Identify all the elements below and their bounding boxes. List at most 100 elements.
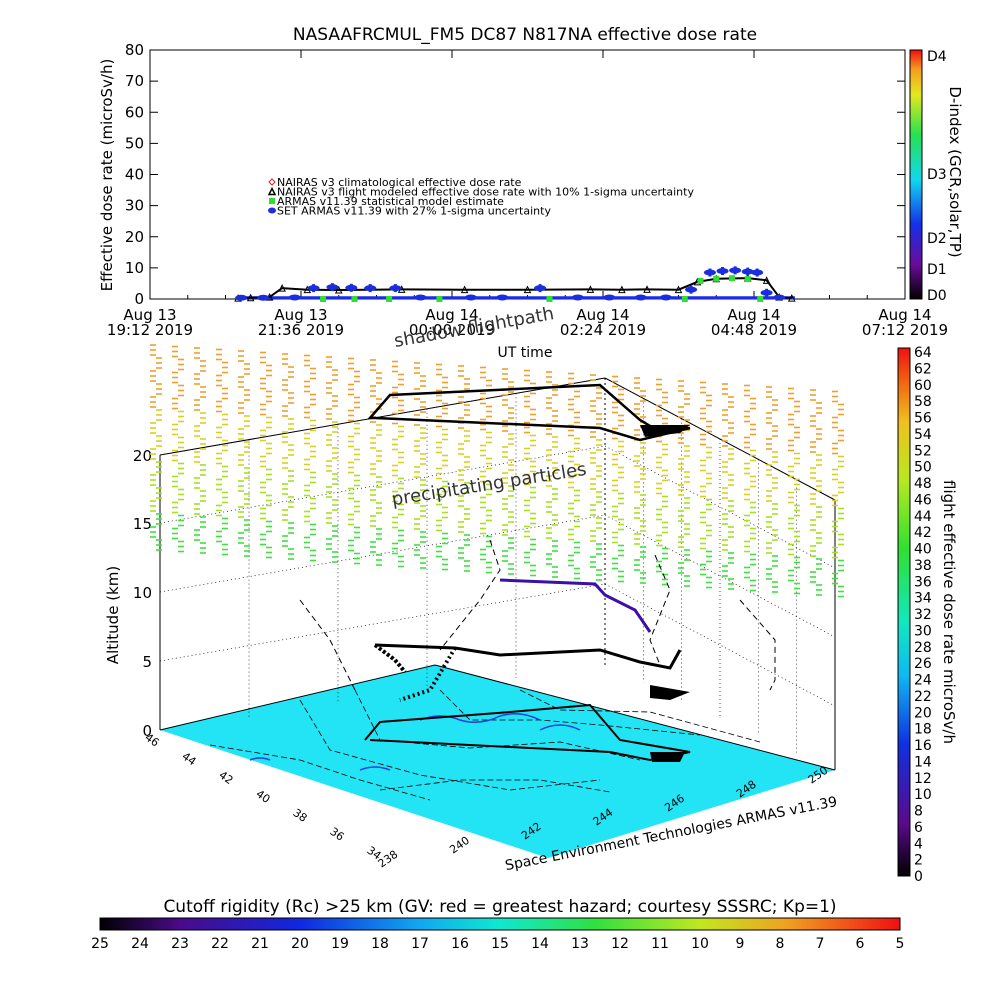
nairas-point	[618, 285, 626, 294]
armas-model-point	[386, 296, 393, 302]
x-tick-day: Aug 13	[274, 306, 327, 324]
flight-paths	[299, 383, 776, 762]
map-border	[519, 689, 761, 743]
set-armas-point	[235, 294, 248, 301]
dose-tick: 0	[914, 869, 923, 885]
dose-tick: 6	[914, 820, 923, 836]
nairas-point	[278, 283, 286, 292]
altitude-tick: 5	[142, 653, 152, 671]
nairas-flight-line	[238, 277, 792, 300]
shadow-cluster	[640, 425, 690, 437]
dose-tick: 40	[914, 542, 932, 558]
d-index-tick: D2	[927, 231, 947, 247]
set-armas-point	[496, 294, 509, 301]
grid-line	[159, 583, 606, 662]
dose-tick: 10	[914, 787, 932, 803]
nairas-point	[643, 285, 651, 293]
grid-line	[159, 377, 606, 456]
set-armas-point	[571, 294, 584, 301]
dose-tick: 20	[914, 705, 932, 721]
dose-tick: 28	[914, 640, 932, 656]
flightpath-10km	[499, 578, 652, 633]
d-index-tick: D4	[927, 49, 947, 65]
nairas-point	[586, 285, 595, 293]
dose-tick: 52	[914, 443, 932, 459]
map-border	[299, 699, 601, 791]
map-feature	[249, 757, 271, 761]
x-tick-day: Aug 14	[576, 306, 629, 324]
rigidity-tick: 20	[291, 936, 309, 952]
map-feature	[419, 713, 541, 723]
y-tick-label: 40	[125, 166, 144, 184]
x-tick-time: 00:00 2019	[409, 321, 495, 339]
rigidity-colorbar	[99, 917, 901, 931]
rigidity-tick: 22	[211, 936, 229, 952]
top-legend: NAIRAS v3 climatological effective dose …	[267, 176, 694, 218]
map-surface	[160, 665, 835, 858]
map-white-region	[320, 815, 548, 858]
legend-label: SET ARMAS v11.39 with 27% 1-sigma uncert…	[277, 205, 551, 218]
d-index-tick: D3	[927, 167, 947, 183]
armas-model-point	[436, 296, 443, 302]
dose-tick: 48	[914, 476, 932, 492]
top-series-group	[234, 266, 796, 302]
set-armas-point	[288, 294, 301, 301]
altitude-axis-label: Altitude (km)	[104, 566, 122, 664]
legend-label: NAIRAS v3 flight modeled effective dose …	[277, 186, 694, 199]
y-tick-label: 80	[125, 41, 144, 59]
top-y-axis: 0 10 20 30 40 50 60 70 80	[125, 41, 905, 308]
altitude-axis: 0 5 10 15 20	[133, 447, 152, 740]
dose-tick: 50	[914, 460, 932, 476]
nairas-point	[674, 285, 683, 294]
dose-tick: 64	[914, 345, 932, 361]
d-index-label: D-index (GCR,solar,TP)	[946, 86, 964, 257]
rigidity-tick: 18	[371, 936, 389, 952]
armas-model-point	[320, 296, 327, 302]
ground-cluster	[650, 752, 685, 762]
x-tick-day: Aug 14	[425, 306, 478, 324]
d-index-tick: D0	[927, 288, 947, 304]
latitude-tick: 44	[180, 750, 199, 769]
altitude-tick: 10	[133, 584, 152, 602]
map-border	[379, 779, 611, 793]
top-chart-title: NASAAFRCMUL_FM5 DC87 N817NA effective do…	[293, 25, 757, 45]
armas-model-point	[697, 277, 704, 284]
rigidity-tick: 14	[531, 936, 549, 952]
legend-marker-diamond	[268, 178, 276, 186]
altitude-3d-plot	[159, 377, 836, 858]
x-tick-day: Aug 14	[878, 306, 931, 324]
flightpath-climb	[399, 646, 457, 702]
d-index-tick: D1	[927, 262, 947, 278]
top-y-axis-label: Effective dose rate (microSv/h)	[98, 59, 116, 292]
dose-tick: 42	[914, 525, 932, 541]
y-tick-label: 20	[125, 228, 144, 246]
rigidity-tick: 23	[171, 936, 189, 952]
dose-tick: 12	[914, 771, 932, 787]
nairas-point	[334, 285, 343, 294]
armas-model-point	[728, 275, 735, 282]
x-tick-day: Aug 14	[727, 306, 780, 324]
legend-marker-triangle	[267, 186, 277, 196]
x-tick-time: 21:36 2019	[258, 321, 344, 339]
dose-tick: 46	[914, 492, 932, 508]
nairas-point	[246, 293, 255, 302]
rigidity-tick: 24	[131, 936, 149, 952]
grid-line	[159, 445, 606, 524]
map-border	[354, 689, 641, 761]
nairas-point	[460, 285, 469, 294]
set-armas-point	[659, 294, 672, 301]
set-armas-point	[773, 294, 786, 301]
flightpath-5km	[374, 643, 682, 670]
latitude-tick: 38	[291, 806, 310, 825]
armas-model-point	[351, 296, 358, 302]
map-borders	[209, 689, 761, 801]
grid-line	[604, 583, 836, 707]
latitude-tick: 40	[254, 787, 273, 806]
armas-model-point	[546, 296, 553, 302]
dose-tick: 36	[914, 574, 932, 590]
dose-tick: 2	[914, 853, 923, 869]
dose-tick: 16	[914, 738, 932, 754]
rigidity-tick: 5	[896, 936, 905, 952]
